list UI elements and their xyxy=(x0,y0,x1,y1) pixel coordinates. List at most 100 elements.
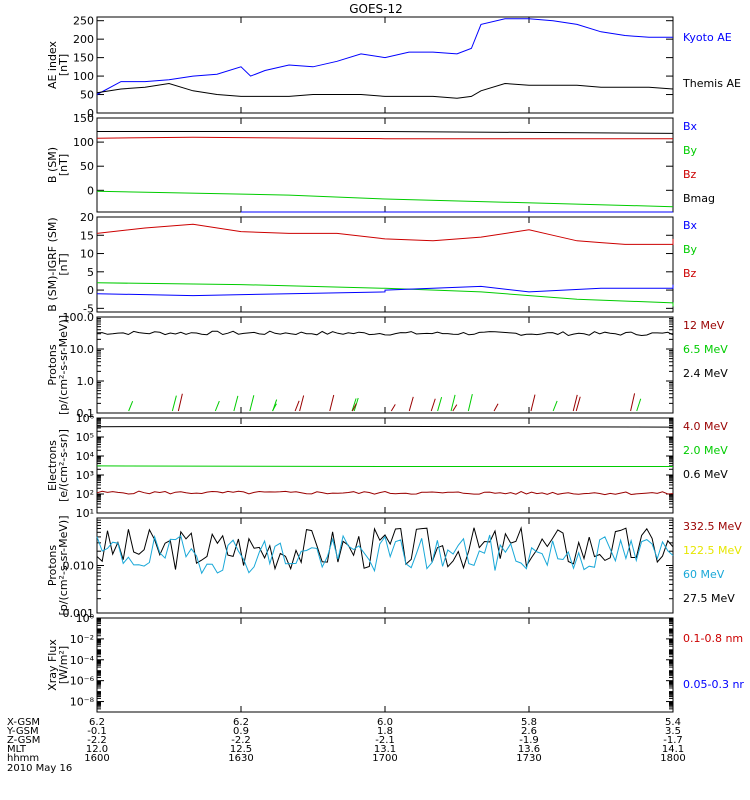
xrow-value: -2.2 xyxy=(87,735,107,746)
ytick-label: 10 xyxy=(80,248,94,261)
series-0-6-mev xyxy=(96,425,674,428)
xrow-value: 12.0 xyxy=(86,744,108,755)
xrow-value: -0.1 xyxy=(87,726,107,737)
panel-frame-4 xyxy=(96,316,674,414)
ytick-label: 100 xyxy=(73,136,94,149)
ylabel: B (SM)-IGRF (SM) xyxy=(46,217,59,311)
panel-frame-2 xyxy=(96,117,674,213)
xrow-value: 1.8 xyxy=(377,726,393,737)
legend-bz: Bz xyxy=(683,168,697,181)
legend-0-6-mev: 0.6 MeV xyxy=(683,468,728,481)
legend-themis-ae: Themis AE xyxy=(682,77,741,90)
legend-2-4-mev: 2.4 MeV xyxy=(683,367,728,380)
series-60-mev xyxy=(96,534,674,575)
xrow-value: -1.7 xyxy=(663,735,683,746)
panel-frame-1 xyxy=(96,16,674,114)
ylabel: Protons xyxy=(46,344,59,385)
ytick-label: 200 xyxy=(73,33,94,46)
series-6-5-mev xyxy=(437,397,443,412)
ytick-label: 10⁻⁴ xyxy=(70,654,95,667)
xrow-value: 1630 xyxy=(228,753,253,764)
xrow-value: 5.8 xyxy=(521,717,537,728)
series-4-0-mev xyxy=(96,490,674,496)
ytick-label: 0 xyxy=(87,184,94,197)
series-bx xyxy=(96,284,674,297)
ytick-label: 0.001 xyxy=(63,607,95,620)
ytick-label: -5 xyxy=(83,302,94,315)
series-12-mev xyxy=(390,404,396,412)
ylabel: Protons xyxy=(46,545,59,586)
ytick-label: 10³ xyxy=(76,469,94,482)
ytick-label: 0 xyxy=(87,107,94,120)
series-6-5-mev xyxy=(636,398,642,412)
series-12-mev xyxy=(408,396,414,412)
legend-12-mev: 12 MeV xyxy=(683,319,725,332)
ytick-label: 5 xyxy=(87,266,94,279)
ytick-label: 10⁴ xyxy=(76,450,95,463)
ylabel: Xray Flux xyxy=(46,639,59,691)
ytick-label: 100.0 xyxy=(63,311,95,324)
ytick-label: 50 xyxy=(80,89,94,102)
series-12-mev xyxy=(177,393,183,412)
series-12-mev xyxy=(294,400,300,412)
xrow-value: 6.0 xyxy=(377,717,393,728)
ytick-label: 0.1 xyxy=(77,407,95,420)
series-6-5-mev xyxy=(467,394,473,412)
legend-bx: Bx xyxy=(683,219,698,232)
ytick-label: 10¹ xyxy=(76,507,94,520)
series-12-mev xyxy=(493,403,499,412)
ytick-label: 10⁵ xyxy=(76,431,94,444)
series-6-5-mev xyxy=(351,398,357,412)
xrow-label-mlt: MLT xyxy=(7,744,27,755)
xrow-value: 3.5 xyxy=(665,726,681,737)
series-12-mev xyxy=(630,393,636,412)
series-12-mev xyxy=(351,403,357,412)
ytick-label: 150 xyxy=(73,112,94,125)
xrow-value: 0.9 xyxy=(233,726,249,737)
ytick-label: 10⁻² xyxy=(70,633,94,646)
ylabel: [nT] xyxy=(57,54,70,76)
series-2-4-mev xyxy=(96,330,674,337)
series-kyoto-ae xyxy=(96,18,673,95)
series-bmag xyxy=(97,131,674,134)
ytick-label: 10.0 xyxy=(70,343,95,356)
legend-122-5-mev: 122.5 MeV xyxy=(683,544,742,557)
ylabel: AE index xyxy=(46,40,59,89)
ylabel: B (SM) xyxy=(46,147,59,183)
legend-2-0-mev: 2.0 MeV xyxy=(683,444,728,457)
ytick-label: 10⁻⁸ xyxy=(70,696,95,709)
ytick-label: 20 xyxy=(80,211,94,224)
panel-frame-5 xyxy=(96,417,674,514)
legend-bmag: Bmag xyxy=(683,192,715,205)
legend-0-1-0-8-nm: 0.1-0.8 nm xyxy=(683,632,743,645)
legend-kyoto-ae: Kyoto AE xyxy=(683,31,732,44)
xrow-value: 1730 xyxy=(516,753,541,764)
date-label: 2010 May 16 xyxy=(7,763,72,774)
series-6-5-mev xyxy=(171,395,177,412)
series-27-5-mev xyxy=(96,526,674,571)
series-6-5-mev xyxy=(233,395,239,412)
ytick-label: 0 xyxy=(87,284,94,297)
ylabel: Electrons xyxy=(46,440,59,491)
xrow-value: 5.4 xyxy=(665,717,681,728)
xrow-label-z-gsm: Z-GSM xyxy=(7,735,40,746)
xrow-value: 1800 xyxy=(660,753,685,764)
series-bz xyxy=(96,136,673,140)
series-6-5-mev xyxy=(128,401,134,412)
xrow-value: 2.6 xyxy=(521,726,537,737)
xrow-value: 6.2 xyxy=(89,717,105,728)
legend-6-5-mev: 6.5 MeV xyxy=(683,343,728,356)
xrow-value: 6.2 xyxy=(233,717,249,728)
plot-title: GOES-12 xyxy=(349,2,403,16)
series-12-mev xyxy=(299,395,305,412)
xrow-label-hhmm: hhmm xyxy=(7,753,39,764)
xrow-value: 1700 xyxy=(372,753,397,764)
ylabel: [nT] xyxy=(57,253,70,275)
ylabel: [W/m²] xyxy=(57,646,70,684)
ytick-label: 10⁶ xyxy=(76,412,95,425)
panel-frame-3 xyxy=(96,216,674,313)
xrow-value: 13.1 xyxy=(374,744,396,755)
ytick-label: 1.0 xyxy=(77,375,95,388)
